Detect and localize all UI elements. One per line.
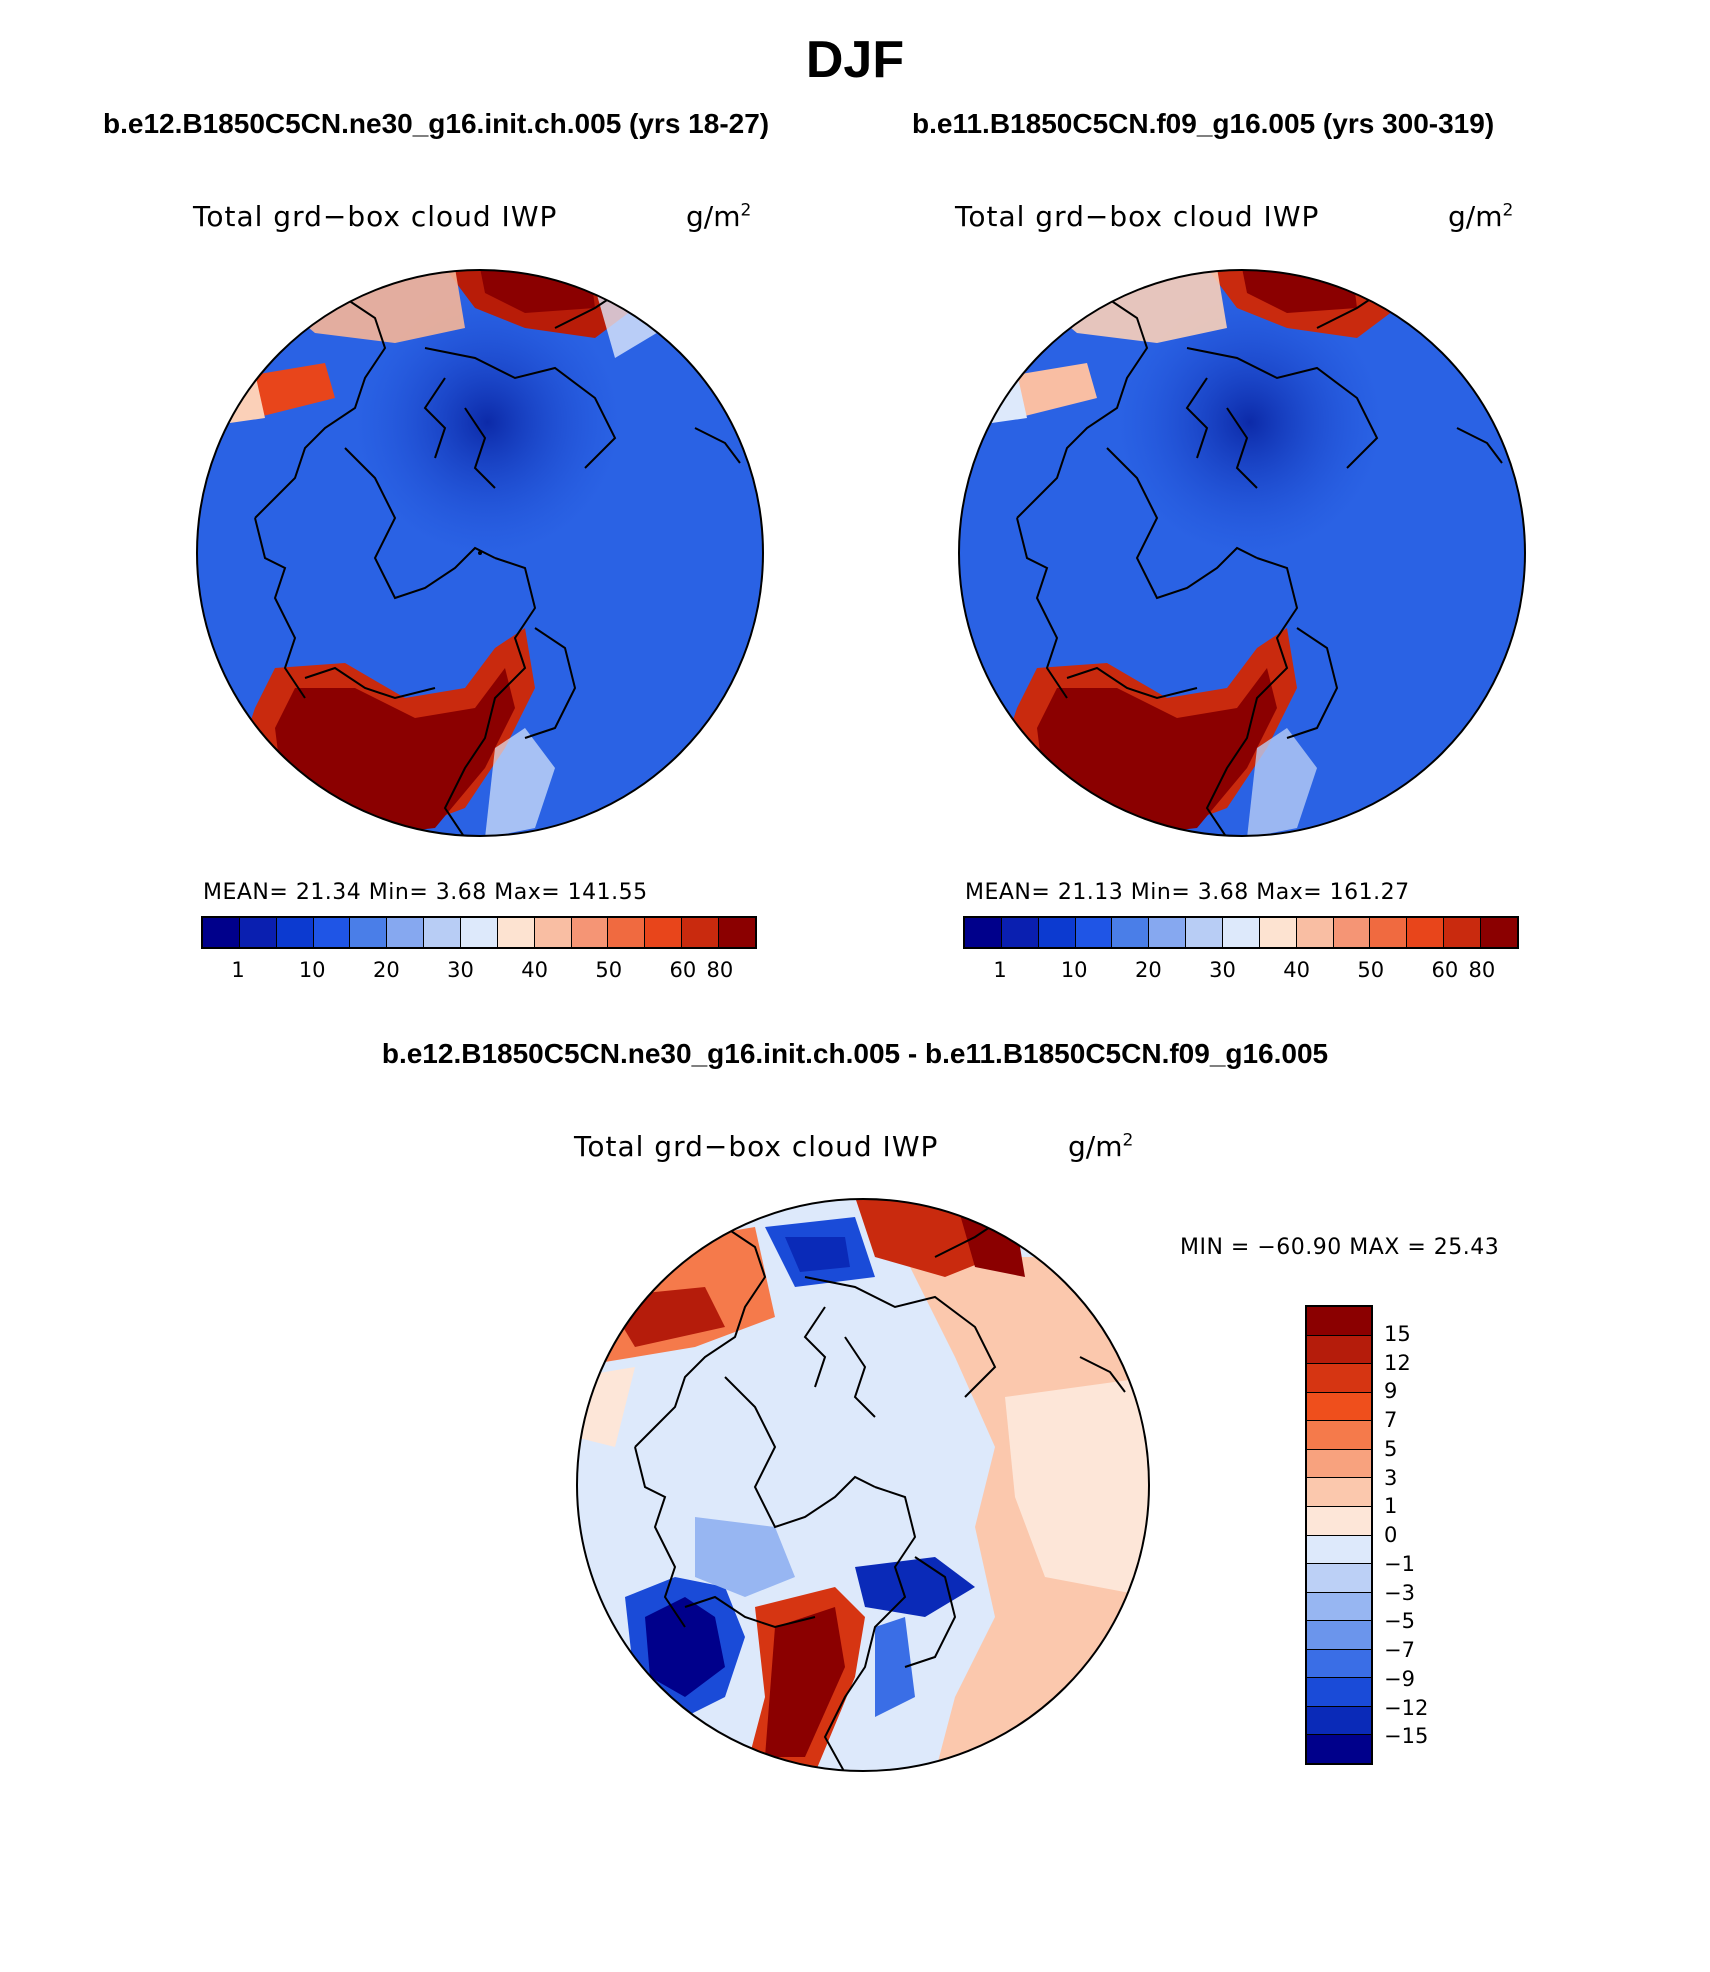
- right-colorbar-swatch-12: [1407, 918, 1445, 947]
- diff-colorbar-swatch-8: [1307, 1535, 1371, 1565]
- right-stats: MEAN= 21.13 Min= 3.68 Max= 161.27: [965, 880, 1410, 905]
- diff-colorbar-swatch-5: [1307, 1449, 1371, 1479]
- left-colorbar-swatch-5: [387, 918, 425, 947]
- left-colorbar-label-6: 60: [669, 958, 697, 982]
- left-colorbar-label-5: 50: [595, 958, 623, 982]
- right-colorbar-swatch-2: [1038, 918, 1076, 947]
- diff-colorbar-swatch-7: [1307, 1506, 1371, 1536]
- diff-colorbar-swatch-11: [1307, 1621, 1371, 1650]
- right-colorbar-label-0: 1: [993, 958, 1007, 982]
- right-colorbar-swatch-3: [1075, 918, 1113, 947]
- diff-colorbar-label-11: −7: [1384, 1638, 1415, 1662]
- left-variable-title: Total grd−box cloud IWP: [193, 200, 558, 233]
- left-colorbar-label-3: 30: [447, 958, 474, 982]
- diff-stats: MIN = −60.90 MAX = 25.43: [1180, 1235, 1500, 1260]
- right-colorbar-label-2: 20: [1134, 958, 1162, 982]
- left-colorbar-swatch-9: [534, 918, 572, 947]
- right-colorbar-swatch-6: [1186, 918, 1224, 947]
- left-colorbar: [201, 916, 757, 949]
- diff-colorbar-label-9: −3: [1384, 1580, 1415, 1605]
- diff-unit-label: g/m2: [1068, 1130, 1134, 1163]
- diff-colorbar-swatch-0: [1307, 1307, 1371, 1336]
- left-colorbar-swatch-0: [203, 918, 240, 947]
- left-colorbar-swatch-10: [571, 918, 609, 947]
- right-colorbar-swatch-10: [1333, 918, 1371, 947]
- diff-colorbar-label-1: 12: [1384, 1350, 1411, 1375]
- right-colorbar-swatch-4: [1112, 918, 1150, 947]
- diff-colorbar-label-14: −15: [1384, 1724, 1429, 1749]
- left-colorbar-swatch-1: [239, 918, 277, 947]
- left-colorbar-swatch-4: [350, 918, 388, 947]
- diff-colorbar-swatch-1: [1307, 1335, 1371, 1365]
- right-colorbar-label-7: 80: [1468, 958, 1496, 982]
- right-colorbar-swatch-1: [1001, 918, 1039, 947]
- left-colorbar-label-4: 40: [521, 958, 548, 982]
- right-variable-title: Total grd−box cloud IWP: [955, 200, 1320, 233]
- left-stats: MEAN= 21.34 Min= 3.68 Max= 141.55: [203, 880, 648, 905]
- left-colorbar-swatch-14: [719, 918, 755, 947]
- left-colorbar-swatch-7: [461, 918, 498, 947]
- left-unit-label: g/m2: [686, 200, 752, 233]
- right-colorbar-label-5: 50: [1357, 958, 1385, 982]
- left-colorbar-label-2: 20: [372, 958, 400, 982]
- left-colorbar-label-0: 1: [231, 958, 245, 982]
- right-colorbar-swatch-5: [1149, 918, 1187, 947]
- diff-colorbar-label-6: 1: [1384, 1494, 1398, 1519]
- diff-colorbar-swatch-9: [1307, 1564, 1371, 1593]
- diff-colorbar-swatch-4: [1307, 1421, 1371, 1450]
- right-colorbar: [963, 916, 1519, 949]
- right-colorbar-swatch-8: [1259, 918, 1297, 947]
- diff-colorbar-label-2: 9: [1384, 1379, 1398, 1404]
- diff-case-title: b.e12.B1850C5CN.ne30_g16.init.ch.005 - b…: [381, 1038, 1329, 1069]
- right-colorbar-label-4: 40: [1283, 958, 1310, 982]
- left-colorbar-label-7: 80: [706, 958, 734, 982]
- right-colorbar-swatch-9: [1296, 918, 1334, 947]
- left-colorbar-swatch-3: [313, 918, 351, 947]
- diff-colorbar: [1305, 1305, 1373, 1765]
- diff-colorbar-label-10: −5: [1384, 1609, 1415, 1634]
- right-polar-map: [958, 269, 1526, 837]
- diff-colorbar-swatch-15: [1307, 1735, 1371, 1763]
- diff-colorbar-label-12: −9: [1384, 1666, 1415, 1691]
- diff-colorbar-label-4: 5: [1384, 1436, 1398, 1461]
- diff-colorbar-swatch-2: [1307, 1364, 1371, 1393]
- left-polar-map: [196, 269, 764, 837]
- right-colorbar-label-6: 60: [1431, 958, 1459, 982]
- right-colorbar-label-3: 30: [1209, 958, 1236, 982]
- left-colorbar-label-1: 10: [298, 958, 326, 982]
- left-colorbar-swatch-13: [682, 918, 720, 947]
- diff-polar-map: [576, 1198, 1150, 1772]
- left-colorbar-swatch-6: [424, 918, 462, 947]
- left-colorbar-swatch-2: [276, 918, 314, 947]
- right-unit-label: g/m2: [1448, 200, 1514, 233]
- left-colorbar-labels: 1 10 20 30 40 50 60 80: [201, 958, 757, 988]
- right-colorbar-label-1: 10: [1060, 958, 1088, 982]
- diff-colorbar-swatch-3: [1307, 1392, 1371, 1422]
- right-colorbar-swatch-11: [1370, 918, 1408, 947]
- left-colorbar-swatch-11: [608, 918, 646, 947]
- diff-colorbar-label-3: 7: [1384, 1408, 1398, 1432]
- left-colorbar-swatch-8: [497, 918, 535, 947]
- diff-colorbar-label-0: 15: [1384, 1321, 1411, 1346]
- right-case-title: b.e11.B1850C5CN.f09_g16.005 (yrs 300-319…: [912, 108, 1495, 139]
- diff-variable-title: Total grd−box cloud IWP: [574, 1130, 939, 1163]
- left-colorbar-swatch-12: [645, 918, 683, 947]
- left-case-title: b.e12.B1850C5CN.ne30_g16.init.ch.005 (yr…: [103, 108, 770, 139]
- right-colorbar-swatch-7: [1223, 918, 1260, 947]
- diff-colorbar-labels: 15 12 9 7 5 3 1 0 −1 −3 −5 −7 −9 −12 −15: [1384, 1305, 1464, 1765]
- diff-colorbar-label-7: 0: [1384, 1523, 1398, 1547]
- diff-colorbar-swatch-10: [1307, 1592, 1371, 1622]
- diff-colorbar-swatch-12: [1307, 1649, 1371, 1679]
- diff-colorbar-label-13: −12: [1384, 1695, 1429, 1720]
- diff-colorbar-swatch-13: [1307, 1678, 1371, 1707]
- right-colorbar-labels: 1 10 20 30 40 50 60 80: [963, 958, 1519, 988]
- figure-title: DJF: [805, 31, 905, 89]
- diff-colorbar-label-5: 3: [1384, 1465, 1398, 1490]
- right-colorbar-swatch-0: [965, 918, 1002, 947]
- diff-colorbar-swatch-14: [1307, 1706, 1371, 1736]
- diff-colorbar-swatch-6: [1307, 1478, 1371, 1507]
- diff-colorbar-label-8: −1: [1384, 1551, 1415, 1576]
- right-colorbar-swatch-13: [1444, 918, 1482, 947]
- right-colorbar-swatch-14: [1481, 918, 1517, 947]
